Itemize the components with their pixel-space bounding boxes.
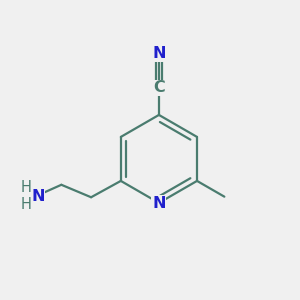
Text: C: C — [153, 80, 165, 95]
Text: H: H — [21, 197, 32, 212]
Text: N: N — [31, 189, 45, 204]
Text: N: N — [152, 196, 166, 211]
Text: N: N — [152, 46, 166, 61]
Text: H: H — [20, 180, 31, 195]
